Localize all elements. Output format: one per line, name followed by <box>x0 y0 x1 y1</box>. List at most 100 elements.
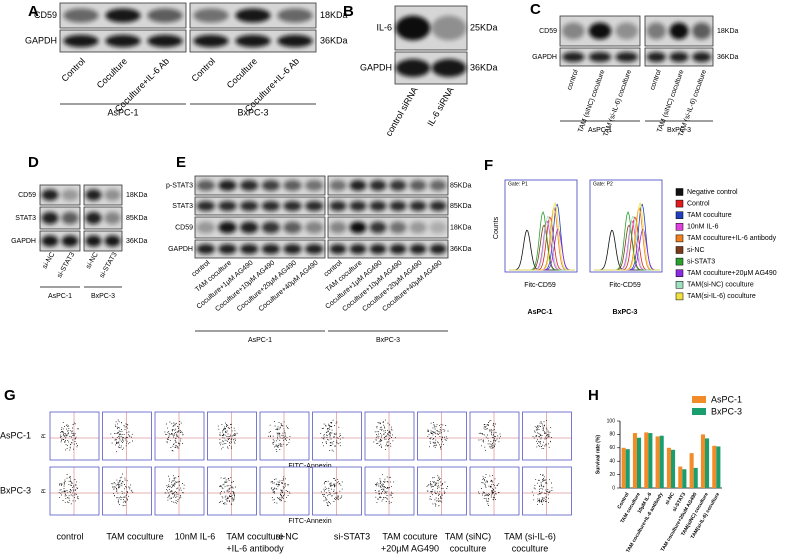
legend-swatch <box>675 234 684 243</box>
legend-label: TAM(si-NC) coculture <box>687 282 754 289</box>
band <box>105 34 141 48</box>
x-axis-label: FITC-Annexin <box>288 518 331 525</box>
band <box>277 34 313 48</box>
dots <box>374 474 395 504</box>
dot-plot <box>522 411 572 461</box>
band <box>193 34 229 48</box>
band <box>329 180 347 191</box>
bar <box>678 466 683 488</box>
row-label: GAPDH <box>360 62 392 72</box>
group-label: AsPC-1 <box>588 127 612 134</box>
size-label: 18KDa <box>450 224 472 231</box>
band <box>283 180 302 191</box>
column-label: coculture <box>512 543 549 553</box>
bar <box>644 432 649 488</box>
x-axis-label: FITC-Annexin <box>288 463 331 470</box>
dot-plot <box>207 466 257 516</box>
y-tick-label: 80 <box>609 432 615 438</box>
dot-plot <box>469 466 520 516</box>
legend-swatch <box>675 199 684 208</box>
band <box>235 34 271 48</box>
lane-label: si-STAT3 <box>56 251 76 279</box>
legend-label: 10nM IL-6 <box>687 224 719 231</box>
band <box>193 8 229 23</box>
lane-label: control <box>649 69 663 92</box>
band <box>261 221 280 234</box>
band <box>85 235 102 247</box>
band <box>41 189 59 201</box>
y-axis-label: PI <box>41 489 47 494</box>
dots <box>320 477 343 507</box>
band <box>218 180 237 191</box>
column-label: +IL-6 antibody <box>226 543 284 553</box>
row-label: p-STAT3 <box>166 182 193 189</box>
lane-label: IL-6 siRNA <box>425 85 455 128</box>
band <box>349 221 367 234</box>
legend-label: AsPC-1 <box>711 394 742 404</box>
band <box>395 15 431 41</box>
band <box>646 22 666 40</box>
group-label: AsPC-1 <box>528 309 553 316</box>
bar <box>637 437 642 488</box>
band <box>349 180 367 191</box>
bar <box>689 453 694 488</box>
dots <box>164 475 185 504</box>
band <box>283 221 302 234</box>
column-label: 10nM IL-6 <box>175 531 216 541</box>
bar <box>671 449 676 488</box>
band <box>277 8 313 23</box>
dot-plot <box>417 411 467 461</box>
dot-plot <box>49 411 100 461</box>
bar <box>716 446 721 488</box>
band <box>63 34 99 48</box>
band <box>429 221 447 234</box>
column-label: si-STAT3 <box>334 531 370 541</box>
row-label: BxPC-3 <box>0 485 31 495</box>
column-label: control <box>56 531 83 541</box>
row-label: CD59 <box>34 10 57 20</box>
size-label: 18KDa <box>717 28 739 35</box>
dot-plot <box>469 411 520 461</box>
lane-label: control siRNA <box>384 85 420 138</box>
legend-label: si-STAT3 <box>687 258 715 265</box>
band <box>240 180 259 191</box>
band <box>85 189 102 201</box>
band <box>41 211 59 225</box>
band <box>240 221 259 234</box>
band <box>147 8 183 23</box>
group-label: BxPC-3 <box>376 337 400 344</box>
size-label: 36KDa <box>320 35 348 45</box>
dots <box>60 421 79 451</box>
band <box>305 200 324 212</box>
row-label: CD59 <box>539 28 557 35</box>
group-label: BxPC-3 <box>237 107 268 117</box>
band <box>104 211 121 225</box>
band <box>395 59 431 77</box>
band <box>669 51 689 63</box>
band <box>196 243 215 255</box>
column-label: TAM (si-IL-6) <box>504 531 556 541</box>
histogram-curve <box>509 202 575 271</box>
dot-plot <box>312 411 362 461</box>
band <box>389 180 407 191</box>
dots <box>164 420 184 452</box>
dots <box>478 474 500 506</box>
dots <box>217 422 238 450</box>
band <box>588 51 612 63</box>
y-tick-label: 100 <box>607 418 616 424</box>
bar <box>666 447 671 488</box>
band <box>63 8 99 23</box>
row-label: GAPDH <box>11 238 36 245</box>
row-label: STAT3 <box>172 203 193 210</box>
band <box>615 51 638 63</box>
legend-swatch <box>675 246 684 254</box>
band <box>305 180 324 191</box>
size-label: 36KDa <box>450 246 472 253</box>
bar <box>712 445 717 488</box>
band <box>261 200 280 212</box>
band <box>646 51 666 63</box>
y-tick-label: 60 <box>609 445 615 451</box>
group-label: BxPC-3 <box>91 293 115 300</box>
lane-label: control <box>566 69 580 92</box>
panel-label: B <box>343 3 354 20</box>
